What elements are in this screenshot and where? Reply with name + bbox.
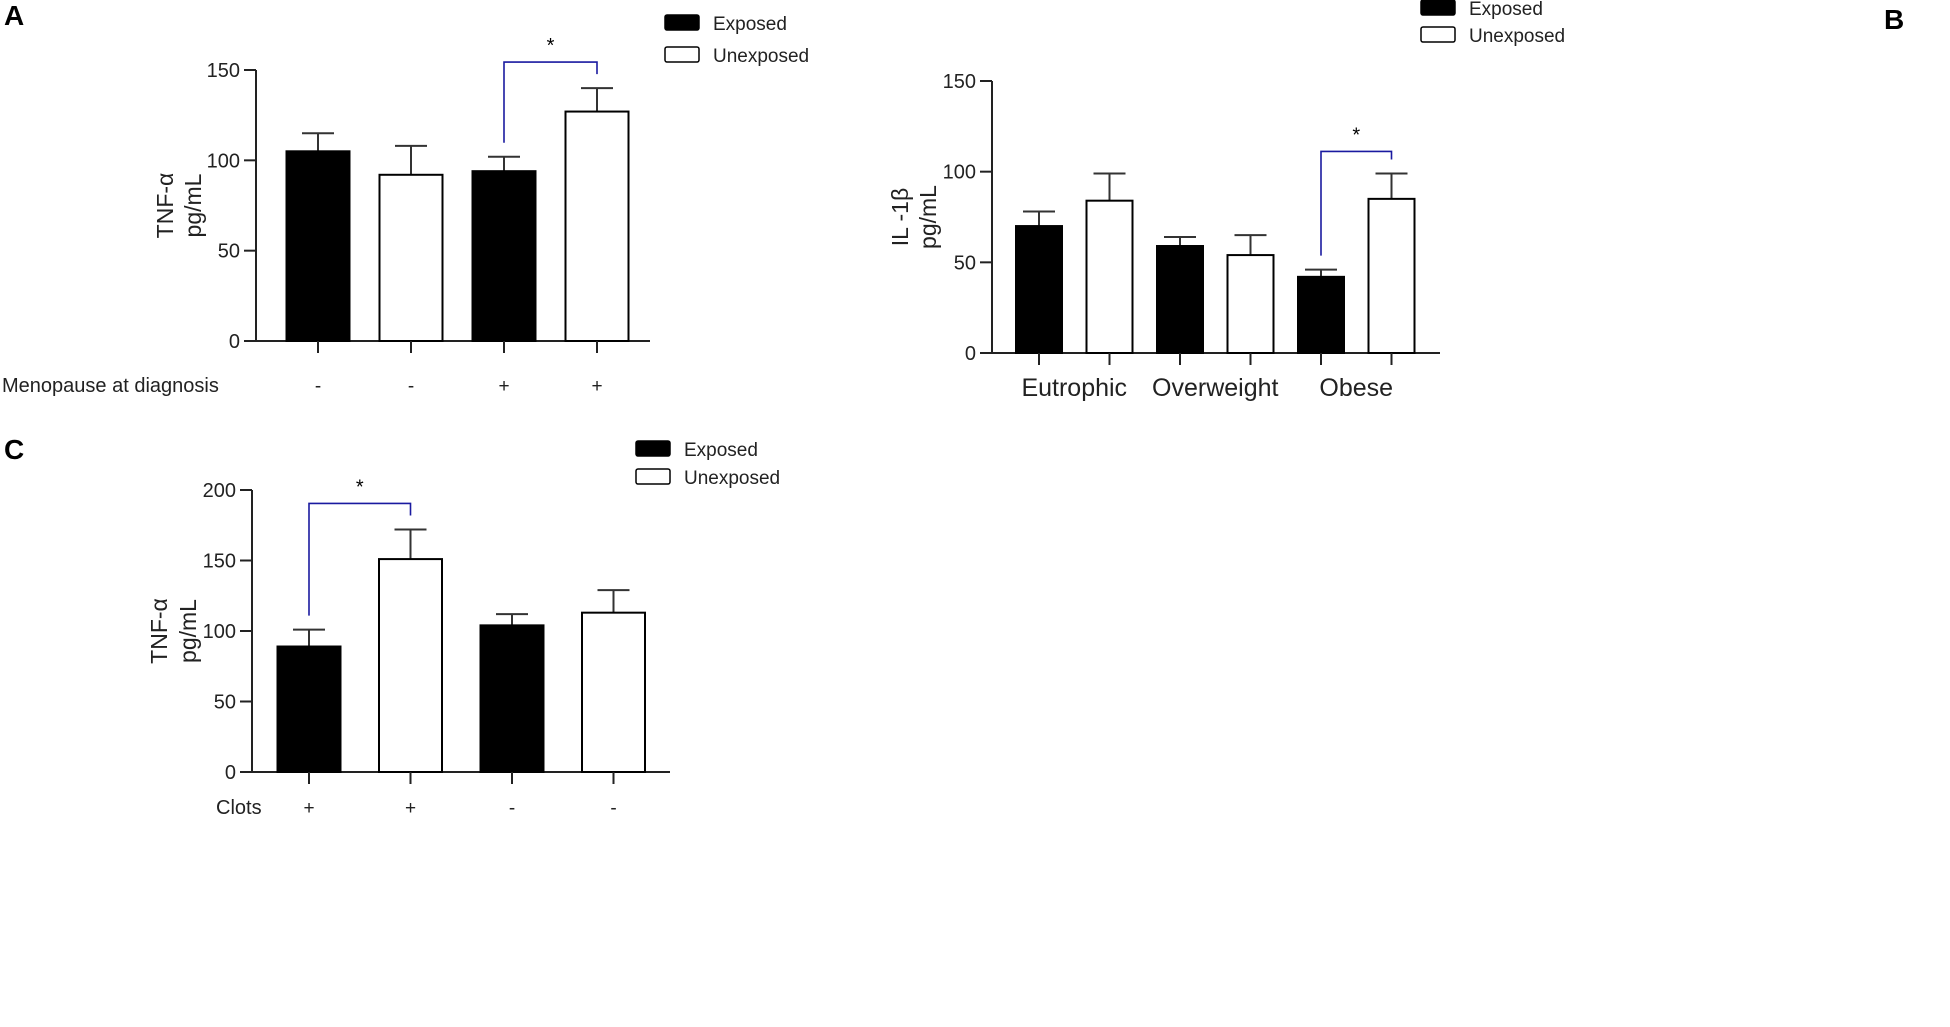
x-category-label: - (509, 798, 515, 819)
y-tick-label: 50 (214, 692, 236, 714)
panel-c: C 0 50 100 150 200 TNF-α pg/mL + + - - Clots * Expose… (4, 434, 780, 819)
legend-label: Exposed (713, 14, 787, 35)
panel-a: A 0 50 100 150 TNF-α pg/mL - - + + Menopause at di… (0, 0, 980, 510)
significance-bracket (308, 502, 412, 616)
y-axis-unit-label: pg/mL (915, 185, 941, 249)
x-category-label: + (405, 798, 416, 819)
y-axis-unit-label: pg/mL (180, 173, 206, 237)
legend-swatch-exposed (1420, 0, 1456, 16)
y-tick-label: 0 (225, 762, 236, 784)
significance-star: * (547, 35, 555, 57)
bar-exposed (276, 645, 342, 773)
x-row-title: Clots (216, 797, 262, 819)
y-axis-label: IL -1β (887, 188, 913, 246)
bar-exposed (1297, 275, 1345, 354)
legend-label: Unexposed (1469, 26, 1565, 47)
bar-exposed (471, 170, 537, 342)
significance-bracket (503, 61, 598, 143)
chart-c: 0 50 100 150 200 TNF-α pg/mL + + - - Clots * Exposed U… (146, 440, 780, 819)
significance-star: * (1352, 124, 1360, 146)
y-tick-label: 150 (207, 60, 240, 82)
legend-swatch-exposed (635, 440, 671, 457)
x-group-label: Obese (1319, 374, 1393, 402)
panel-b-letter: B (1884, 4, 1905, 35)
chart-c-plot: 0 50 100 150 200 TNF-α pg/mL + + - - Clots * Exposed U… (146, 440, 780, 819)
y-tick-label: 150 (943, 71, 976, 93)
panel-b: B 0 50 100 150 IL -1β pg/mL Eutrophic Overweigh… (0, 0, 1950, 510)
legend-swatch-exposed (664, 14, 700, 31)
x-category-label: + (591, 376, 602, 397)
y-axis-label: TNF-α (146, 598, 172, 664)
x-row-title: Menopause at diagnosis (2, 375, 219, 397)
x-category-label: - (610, 798, 616, 819)
legend-label: Unexposed (684, 468, 780, 489)
chart-b: 0 50 100 150 IL -1β pg/mL Eutrophic Overweight O… (887, 0, 1565, 402)
bar-exposed (285, 150, 351, 342)
y-tick-label: 0 (229, 331, 240, 353)
y-tick-label: 50 (954, 252, 976, 274)
bar-unexposed (1085, 199, 1134, 354)
bar-unexposed (564, 110, 630, 343)
x-group-label: Overweight (1152, 374, 1278, 402)
bar-unexposed (581, 611, 646, 773)
x-group-label: Eutrophic (1021, 374, 1127, 402)
panel-a-letter: A (4, 0, 25, 31)
x-category-label: - (315, 376, 321, 397)
significance-bracket (1320, 150, 1393, 256)
y-tick-label: 100 (207, 150, 240, 172)
chart-a: 0 50 100 150 TNF-α pg/mL - - + + Menopause at diag… (2, 14, 809, 397)
y-tick-label: 200 (203, 480, 236, 502)
y-tick-label: 150 (203, 551, 236, 573)
x-category-label: + (498, 376, 509, 397)
y-tick-label: 0 (965, 343, 976, 365)
y-tick-label: 100 (943, 162, 976, 184)
bar-exposed (479, 624, 545, 773)
x-category-label: - (408, 376, 414, 397)
significance-star: * (356, 476, 364, 498)
y-axis-label: TNF-α (152, 173, 178, 239)
x-category-label: + (303, 798, 314, 819)
chart-b-plot: 0 50 100 150 IL -1β pg/mL Eutrophic Overweight O… (887, 0, 1565, 402)
bar-unexposed (1367, 197, 1416, 354)
panel-c-letter: C (4, 434, 25, 465)
legend-label: Exposed (684, 440, 758, 461)
bar-exposed (1015, 225, 1063, 354)
y-axis-unit-label: pg/mL (175, 599, 201, 663)
y-tick-label: 100 (203, 621, 236, 643)
bar-exposed (1156, 245, 1204, 354)
legend-label: Exposed (1469, 0, 1543, 20)
legend-swatch-unexposed (664, 46, 700, 63)
y-tick-label: 50 (218, 241, 240, 263)
bar-unexposed (378, 173, 444, 342)
legend-label: Unexposed (713, 46, 809, 67)
legend-swatch-unexposed (1420, 26, 1456, 43)
bar-unexposed (378, 558, 443, 774)
bar-unexposed (1226, 254, 1275, 354)
legend-swatch-unexposed (635, 468, 671, 485)
